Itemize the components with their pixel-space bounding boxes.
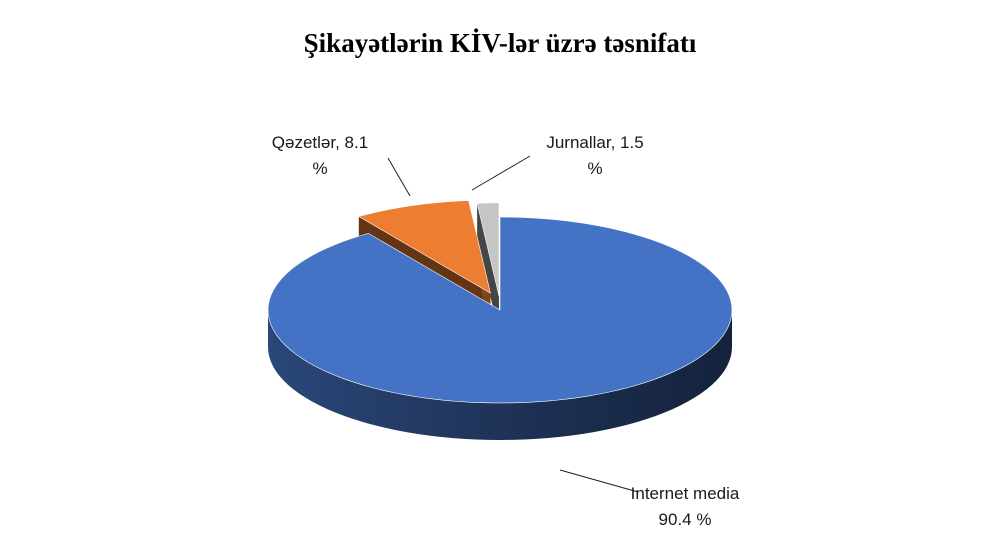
chart-title: Şikayətlərin KİV-lər üzrə təsnifatı [303, 28, 697, 58]
label-internet-media-value: 90.4 % [658, 510, 712, 529]
label-jurnallar-value: % [587, 159, 603, 178]
label-qezetler: Qəzetlər, 8.1 % [255, 130, 385, 182]
slice-internet-media-outer-wall [268, 310, 732, 440]
leader-line-internet-media [559, 469, 639, 493]
label-internet-media: Internet media 90.4 % [610, 481, 760, 533]
leader-line-qezetler [387, 157, 411, 197]
leader-line-jurnallar [471, 155, 531, 191]
slice-jurnallar [476, 202, 500, 296]
label-jurnallar: Jurnallar, 1.5 % [525, 130, 665, 182]
slice-jurnallar-side-wall [477, 203, 499, 333]
label-qezetler-name: Qəzetlər, 8.1 [271, 133, 369, 152]
label-jurnallar-name: Jurnallar, 1.5 [546, 133, 644, 152]
label-internet-media-name: Internet media [630, 484, 740, 503]
slice-qezetler [358, 200, 491, 294]
slice-internet-media [267, 216, 733, 404]
label-qezetler-value: % [312, 159, 328, 178]
